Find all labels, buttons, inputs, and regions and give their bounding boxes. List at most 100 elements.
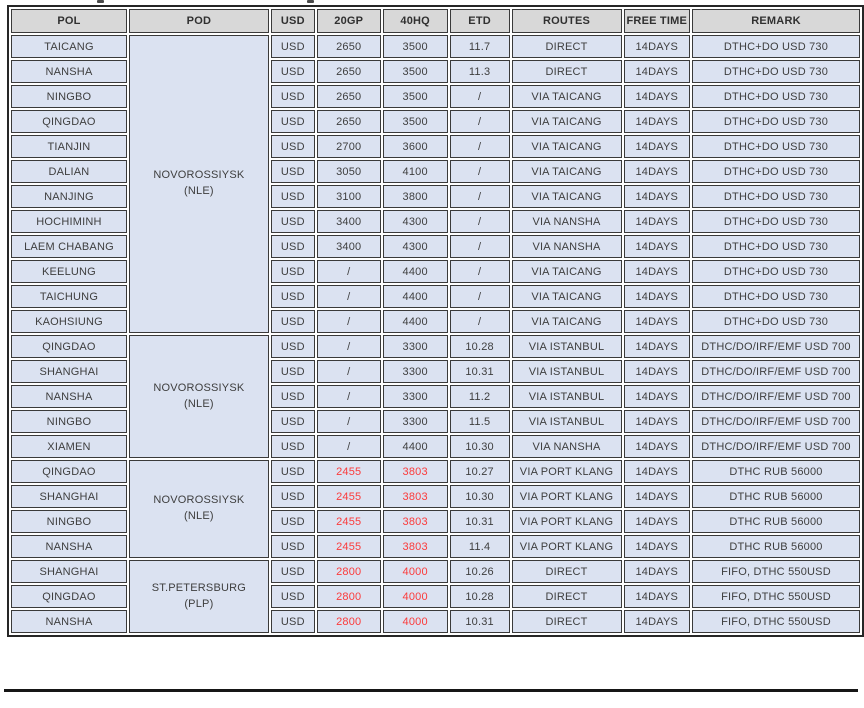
rate-40hq-cell: 4000 xyxy=(382,560,448,583)
rate-40hq-cell: 3500 xyxy=(382,60,448,83)
usd-cell: USD xyxy=(270,235,315,258)
table-row: NANSHA USD/3300 11.2 VIA ISTANBUL 14DAYS DTHC… xyxy=(11,385,860,408)
route-cell: VIA TAICANG xyxy=(511,85,622,108)
table-row: NINGBO USD 2455 3803 10.31 VIA PORT KLANG 14DA… xyxy=(11,510,860,533)
pol-cell: NINGBO xyxy=(11,410,127,433)
table-row: KAOHSIUNG USD/4400/VIA TAICANG 14DAYS DTHC+… xyxy=(11,310,860,333)
table-row: SHANGHAI USD/3300 10.31 VIA ISTANBUL 14DAYS D… xyxy=(11,360,860,383)
usd-cell: USD xyxy=(270,335,315,358)
usd-cell: USD xyxy=(270,160,315,183)
rate-20gp-cell: 2455 xyxy=(316,535,381,558)
table-row: NANSHA USD 2650 3500 11.3 DIRECT 14DAYS DTHC+DO… xyxy=(11,60,860,83)
col-header-20gp: 20GP xyxy=(316,9,381,33)
free-time-cell: 14DAYS xyxy=(623,110,690,133)
pod-name: NOVOROSSIYSK xyxy=(153,381,245,394)
rate-40hq-cell: 3300 xyxy=(382,385,448,408)
pod-cell: ST.PETERSBURG (PLP) xyxy=(128,560,269,633)
etd-cell: / xyxy=(449,260,510,283)
rate-20gp-cell: 2800 xyxy=(316,610,381,633)
remark-cell: DTHC+DO USD 730 xyxy=(691,110,860,133)
table-row: TAICHUNG USD/4400/VIA TAICANG 14DAYS DTHC+D… xyxy=(11,285,860,308)
remark-cell: DTHC RUB 56000 xyxy=(691,485,860,508)
pol-cell: NANSHA xyxy=(11,60,127,83)
usd-cell: USD xyxy=(270,35,315,58)
rate-20gp-cell: 3050 xyxy=(316,160,381,183)
route-cell: VIA TAICANG xyxy=(511,185,622,208)
etd-cell: / xyxy=(449,285,510,308)
route-cell: VIA ISTANBUL xyxy=(511,360,622,383)
usd-cell: USD xyxy=(270,485,315,508)
free-time-cell: 14DAYS xyxy=(623,460,690,483)
route-cell: VIA PORT KLANG xyxy=(511,510,622,533)
col-header-free-time: FREE TIME xyxy=(623,9,690,33)
etd-cell: 10.28 xyxy=(449,585,510,608)
rate-20gp-cell: 2800 xyxy=(316,560,381,583)
usd-cell: USD xyxy=(270,460,315,483)
etd-cell: 10.31 xyxy=(449,360,510,383)
free-time-cell: 14DAYS xyxy=(623,435,690,458)
pod-cell: NOVOROSSIYSK (NLE) xyxy=(128,35,269,333)
pol-cell: NANSHA xyxy=(11,535,127,558)
route-cell: VIA NANSHA xyxy=(511,210,622,233)
rate-40hq-cell: 3803 xyxy=(382,510,448,533)
free-time-cell: 14DAYS xyxy=(623,385,690,408)
usd-cell: USD xyxy=(270,385,315,408)
pol-cell: QINGDAO xyxy=(11,110,127,133)
rate-20gp-cell: 2650 xyxy=(316,60,381,83)
pod-code: (NLE) xyxy=(184,185,214,197)
rate-40hq-cell: 3803 xyxy=(382,485,448,508)
rates-table: POL POD USD 20GP 40HQ ETD ROUTES FREE TIME REMAR… xyxy=(9,7,862,635)
remark-cell: DTHC RUB 56000 xyxy=(691,510,860,533)
table-row: NINGBO USD 2650 3500/VIA TAICANG 14DAYS DTHC+… xyxy=(11,85,860,108)
etd-cell: 10.31 xyxy=(449,610,510,633)
free-time-cell: 14DAYS xyxy=(623,335,690,358)
pol-cell: SHANGHAI xyxy=(11,560,127,583)
etd-cell: 11.3 xyxy=(449,60,510,83)
remark-cell: DTHC RUB 56000 xyxy=(691,535,860,558)
col-header-remark: REMARK xyxy=(691,9,860,33)
usd-cell: USD xyxy=(270,135,315,158)
pol-cell: DALIAN xyxy=(11,160,127,183)
free-time-cell: 14DAYS xyxy=(623,560,690,583)
rate-40hq-cell: 3803 xyxy=(382,460,448,483)
etd-cell: 10.28 xyxy=(449,335,510,358)
pod-name: ST.PETERSBURG xyxy=(151,581,247,594)
route-cell: VIA TAICANG xyxy=(511,160,622,183)
remark-cell: DTHC+DO USD 730 xyxy=(691,285,860,308)
usd-cell: USD xyxy=(270,435,315,458)
route-cell: DIRECT xyxy=(511,610,622,633)
usd-cell: USD xyxy=(270,410,315,433)
usd-cell: USD xyxy=(270,360,315,383)
etd-cell: / xyxy=(449,135,510,158)
rate-20gp-cell: 2800 xyxy=(316,585,381,608)
table-row: NINGBO USD/3300 11.5 VIA ISTANBUL 14DAYS DTHC… xyxy=(11,410,860,433)
rate-20gp-cell: 2455 xyxy=(316,510,381,533)
remark-cell: DTHC/DO/IRF/EMF USD 700 xyxy=(691,335,860,358)
rate-20gp-cell: 2455 xyxy=(316,460,381,483)
col-header-40hq: 40HQ xyxy=(382,9,448,33)
etd-cell: 10.31 xyxy=(449,510,510,533)
route-cell: VIA TAICANG xyxy=(511,135,622,158)
col-header-pol: POL xyxy=(11,9,127,33)
rate-20gp-cell: / xyxy=(316,310,381,333)
remark-cell: FIFO, DTHC 550USD xyxy=(691,585,860,608)
pol-cell: TAICANG xyxy=(11,35,127,58)
pod-name: NOVOROSSIYSK xyxy=(153,494,245,507)
pol-cell: QINGDAO xyxy=(11,460,127,483)
remark-cell: DTHC/DO/IRF/EMF USD 700 xyxy=(691,410,860,433)
pol-cell: NINGBO xyxy=(11,85,127,108)
free-time-cell: 14DAYS xyxy=(623,360,690,383)
pol-cell: TIANJIN xyxy=(11,135,127,158)
route-cell: VIA TAICANG xyxy=(511,110,622,133)
table-body: TAICANG NOVOROSSIYSK (NLE) USD 2650 3500 11.7 D… xyxy=(11,35,860,633)
remark-cell: DTHC+DO USD 730 xyxy=(691,60,860,83)
free-time-cell: 14DAYS xyxy=(623,410,690,433)
etd-cell: / xyxy=(449,210,510,233)
route-cell: DIRECT xyxy=(511,560,622,583)
table-row: NANJING USD 3100 3800/VIA TAICANG 14DAYS DTHC… xyxy=(11,185,860,208)
route-cell: VIA TAICANG xyxy=(511,310,622,333)
rate-20gp-cell: 2650 xyxy=(316,85,381,108)
header-row: POL POD USD 20GP 40HQ ETD ROUTES FREE TIME REMAR… xyxy=(11,9,860,33)
remark-cell: DTHC+DO USD 730 xyxy=(691,135,860,158)
usd-cell: USD xyxy=(270,560,315,583)
